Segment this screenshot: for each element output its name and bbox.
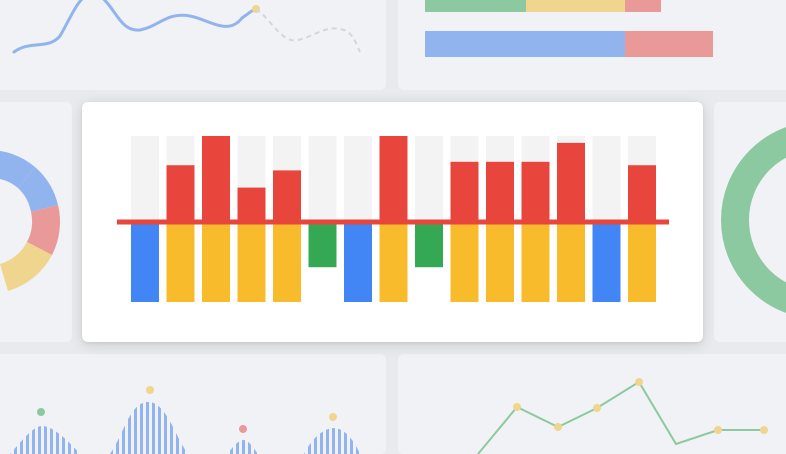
bar-track: [415, 136, 443, 222]
area-bump: [304, 428, 360, 454]
wave-line-chart: [12, 0, 361, 54]
hbar-segment: [625, 31, 713, 57]
bar-positive: [273, 170, 301, 222]
line-point: [554, 423, 562, 431]
bar-negative: [166, 222, 195, 302]
donut-segment: [27, 205, 61, 255]
donut-segment: [18, 167, 58, 212]
donut-segment: [0, 150, 35, 188]
area-bump: [10, 426, 80, 454]
hbar-segment: [625, 0, 661, 12]
area-bump: [110, 402, 188, 454]
donut-chart-left: [0, 150, 61, 291]
bar-negative: [344, 222, 372, 302]
donut-segment: [0, 242, 52, 291]
bar-negative: [202, 222, 230, 302]
main-chart-card: [82, 102, 703, 342]
bar-track: [592, 136, 621, 222]
bar-negative: [486, 222, 514, 302]
line-point: [714, 426, 722, 434]
wave-line: [12, 0, 258, 54]
wave-dashed-line: [255, 8, 361, 53]
bar-negative: [592, 222, 621, 302]
bar-negative: [557, 222, 585, 302]
line-chart: [477, 378, 768, 454]
bar-negative: [628, 222, 656, 302]
line-point: [760, 426, 768, 434]
bar-positive: [237, 187, 266, 222]
bar-negative: [273, 222, 301, 302]
donut-chart-right: [721, 127, 786, 313]
donut-tile-left: [0, 102, 72, 342]
bar-positive: [521, 161, 550, 222]
line-point: [593, 404, 601, 412]
bar-positive: [166, 165, 195, 222]
donut-tile-right: [714, 102, 786, 342]
bar-track: [344, 136, 372, 222]
bar-positive: [379, 136, 408, 222]
baseline-line: [117, 219, 669, 225]
line-series: [477, 380, 764, 454]
bar-track: [308, 136, 337, 222]
bar-negative: [308, 222, 337, 268]
hbar-segment: [425, 0, 526, 12]
area-point: [239, 425, 247, 433]
bar-positive: [202, 136, 230, 222]
hbar-segment: [526, 0, 625, 12]
area-point: [329, 413, 337, 421]
bar-positive: [628, 165, 656, 222]
bar-negative: [415, 222, 443, 268]
striped-area-chart: [10, 386, 360, 454]
area-bump: [228, 440, 258, 454]
line-point: [513, 403, 521, 411]
bar-positive: [450, 161, 479, 222]
wave-chart-tile: [0, 0, 386, 90]
main-bar-chart: [117, 136, 669, 302]
area-point: [37, 408, 45, 416]
bar-negative: [131, 222, 159, 302]
donut-ring: [721, 127, 786, 313]
bar-negative: [450, 222, 479, 302]
hbar-chart: [425, 0, 713, 57]
line-chart-tile: [398, 354, 786, 454]
line-point: [635, 378, 643, 386]
bar-negative: [521, 222, 550, 302]
bar-negative: [379, 222, 408, 302]
bar-positive: [486, 161, 514, 222]
striped-area-tile: [0, 354, 386, 454]
bar-positive: [557, 142, 585, 222]
area-point: [146, 386, 154, 394]
bar-track: [131, 136, 159, 222]
bar-negative: [237, 222, 266, 302]
hbar-chart-tile: [398, 0, 786, 90]
hbar-segment: [425, 31, 625, 57]
